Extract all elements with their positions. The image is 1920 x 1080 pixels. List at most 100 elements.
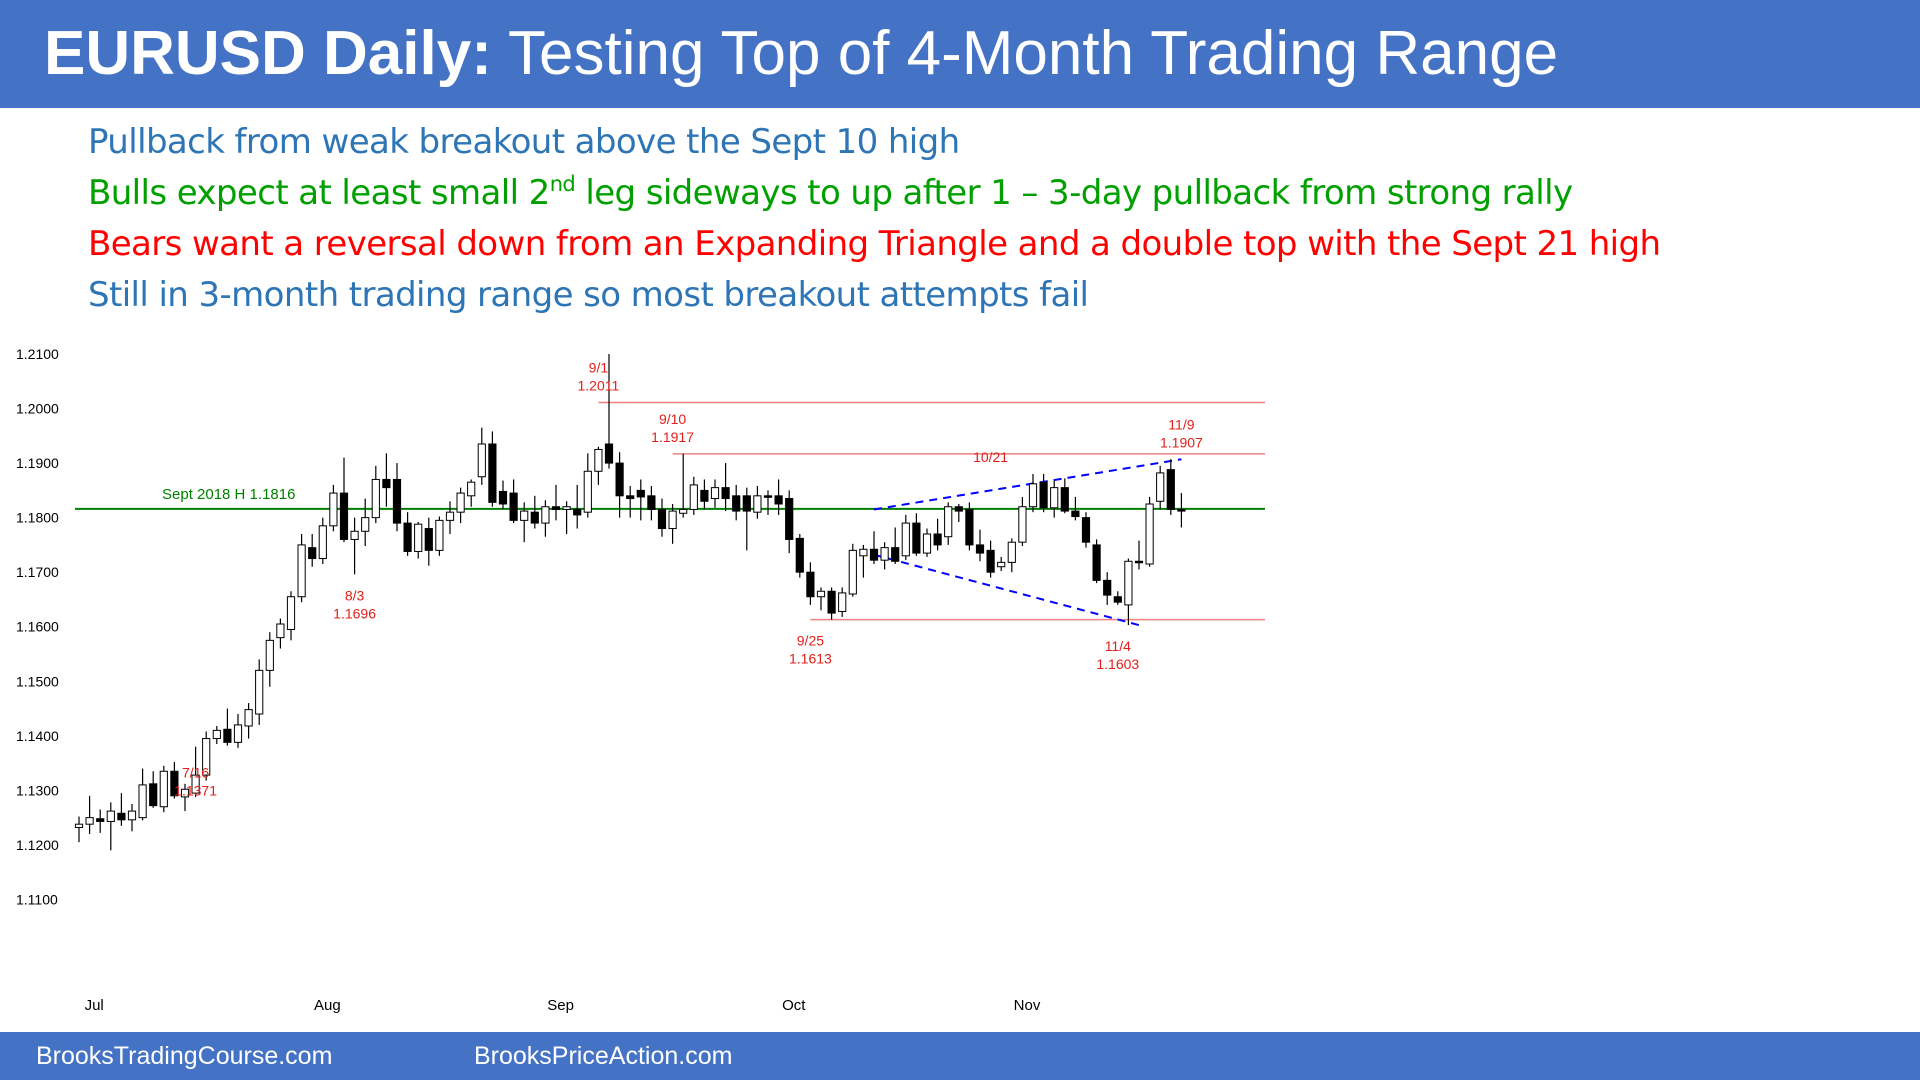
y-tick-label: 1.2000: [16, 401, 59, 417]
candle: [96, 809, 105, 833]
y-tick-label: 1.1500: [16, 673, 59, 689]
candle-body-down: [965, 508, 974, 546]
y-axis-labels: 1.2100 1.2000 1.1900 1.1800 1.1700 1.1600 1.15…: [16, 346, 59, 907]
annotation-date: 11/4: [1105, 638, 1131, 654]
candle: [1156, 465, 1165, 510]
candle-body-up: [138, 784, 147, 819]
candle-body-down: [1166, 469, 1175, 510]
candle-body-down: [626, 495, 635, 500]
candle-body-down: [1081, 517, 1091, 543]
candle: [106, 802, 115, 851]
candle-body-up: [244, 709, 253, 727]
candle: [795, 534, 804, 578]
candle: [912, 513, 921, 556]
commentary-line-2-post: leg sideways to up after 1 – 3-day pullb…: [575, 173, 1573, 213]
footer-site-right[interactable]: BrooksPriceAction.com: [474, 1042, 733, 1070]
candle-body-down: [742, 495, 751, 512]
candle: [456, 487, 465, 524]
triangle-lower-line: [873, 553, 1140, 627]
candle-body-up: [318, 525, 327, 560]
commentary-line-4: Still in 3-month trading range so most b…: [88, 275, 1089, 315]
candle: [191, 746, 200, 797]
candle: [265, 632, 274, 687]
candle-body-up: [329, 492, 338, 527]
expanding-triangle: [873, 458, 1182, 627]
candle-body-up: [477, 443, 486, 478]
candle-body-down: [785, 498, 794, 540]
candle: [901, 514, 910, 561]
candle: [721, 463, 730, 512]
candle: [1050, 480, 1059, 518]
candle-body-up: [1124, 560, 1133, 606]
candle: [806, 562, 815, 605]
candle-body-up: [848, 549, 857, 595]
candle: [424, 517, 433, 566]
candle-body-up: [594, 448, 603, 472]
candle-body-up: [520, 510, 529, 521]
candle: [785, 490, 794, 554]
candle: [626, 486, 635, 518]
candle-body-up: [944, 506, 953, 538]
candle: [138, 768, 147, 821]
candle: [212, 726, 221, 744]
candle-body-up: [265, 639, 274, 671]
candle: [361, 498, 370, 546]
annotation-price: 1.2011: [578, 378, 620, 394]
candle-body-down: [615, 462, 624, 497]
candle: [1166, 459, 1175, 515]
candle-body-up: [159, 770, 168, 808]
candle: [371, 465, 380, 524]
candle-body-up: [286, 596, 296, 630]
candle-body-up: [583, 470, 592, 513]
candle: [891, 527, 900, 564]
candle-body-up: [922, 533, 932, 554]
triangle-upper-line: [873, 458, 1182, 511]
candle-body-up: [255, 669, 264, 715]
candle-body-down: [96, 818, 105, 822]
annotation-price: 1.1696: [333, 605, 376, 621]
candle: [636, 479, 645, 521]
candle: [1060, 478, 1069, 514]
candle: [742, 487, 751, 551]
candle-body-up: [541, 506, 550, 524]
candle: [467, 479, 476, 507]
candle-body-up: [456, 492, 465, 513]
candle: [520, 502, 529, 543]
price-chart: Sept 2018 H 1.1816 1.2100 1.2000 1.1900 1.1…: [16, 346, 1265, 1014]
annotation-date: 9/25: [797, 633, 824, 649]
candle-body-up: [74, 823, 84, 828]
candle-body-up: [997, 561, 1006, 568]
candle: [647, 486, 656, 521]
candle-body-down: [551, 506, 561, 510]
candle-body-up: [414, 523, 423, 552]
candle: [255, 659, 264, 725]
candle-body-up: [1145, 503, 1154, 565]
candle: [965, 502, 974, 551]
footer-site-left[interactable]: BrooksTradingCourse.com: [36, 1042, 333, 1070]
candle: [1028, 474, 1038, 513]
candle-body-down: [827, 590, 836, 614]
candle: [435, 516, 444, 556]
candle-body-down: [912, 522, 921, 554]
candle: [403, 512, 412, 556]
candle: [562, 501, 571, 534]
candle: [233, 714, 243, 748]
annotation-date: 7/16: [182, 765, 209, 781]
candle-body-down: [149, 783, 158, 807]
candle: [308, 534, 317, 567]
y-tick-label: 1.1400: [16, 728, 59, 744]
candle-body-down: [509, 492, 518, 521]
candle: [944, 502, 953, 545]
annotation: 8/3 1.1696: [333, 587, 376, 621]
candle: [604, 354, 614, 469]
price-annotations: 9/1 1.2011 9/10 1.1917 11/9 1.1907 10/21 8/3 1.1…: [174, 360, 1203, 799]
candle-body-up: [180, 788, 190, 798]
candle: [1092, 539, 1101, 584]
candle-body-down: [869, 548, 879, 561]
candle: [954, 504, 963, 522]
candle-body-up: [562, 506, 571, 510]
candle: [594, 446, 603, 485]
candle: [774, 479, 783, 515]
sept-high-label: Sept 2018 H 1.1816: [162, 486, 295, 503]
candle-body-up: [710, 487, 720, 500]
